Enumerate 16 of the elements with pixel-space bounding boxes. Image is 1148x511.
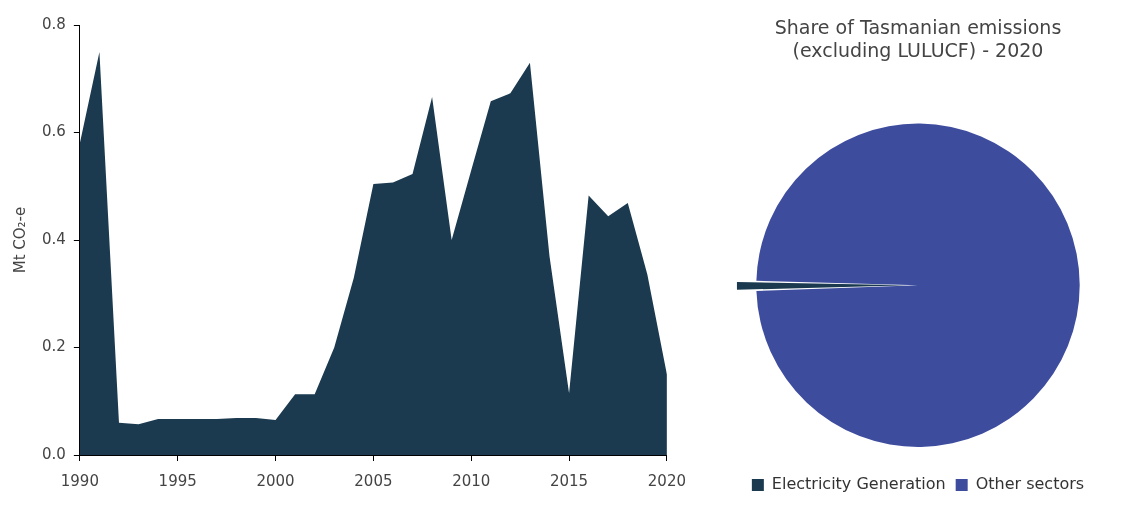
x-tick-label: 2015 [549, 471, 589, 490]
y-tick-label: 0.0 [42, 444, 66, 463]
y-tick-label: 0.8 [42, 14, 66, 33]
legend-label: Other sectors [975, 474, 1085, 494]
y-tick-label: 0.4 [42, 229, 66, 248]
y-tick-label: 0.2 [42, 337, 66, 356]
x-tick-label: 2010 [452, 471, 491, 490]
y-axis-title: Mt CO₂-e [10, 206, 29, 274]
x-tick-label: 2005 [354, 471, 393, 490]
x-tick-label: 2000 [256, 471, 295, 490]
chart-title: Share of Tasmanian emissions (excluding LULUCF) - 2020 [774, 16, 1062, 62]
y-tick-label: 0.6 [42, 122, 66, 141]
x-tick-label: 2020 [647, 471, 687, 490]
legend-label: Electricity Generation [771, 474, 946, 494]
x-tick-label: 1995 [158, 471, 197, 490]
x-tick-label: 1990 [60, 471, 99, 490]
